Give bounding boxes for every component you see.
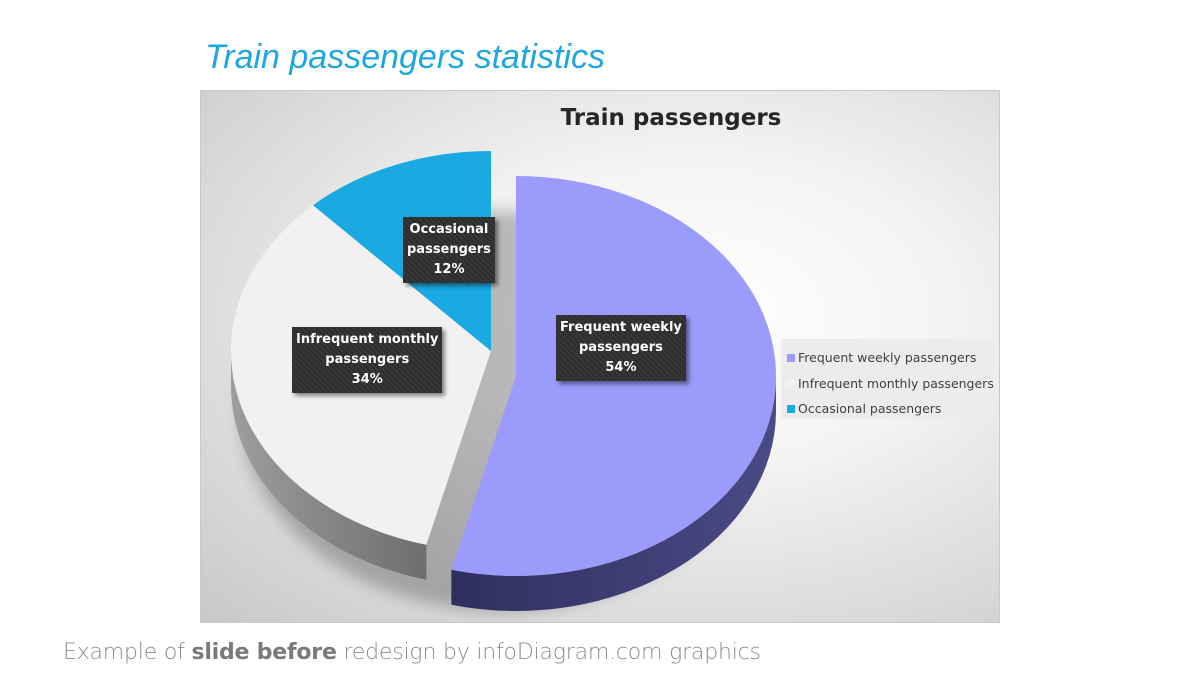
legend-swatch (787, 379, 795, 388)
pie-slice-occasional (313, 151, 491, 351)
legend-item-occasional: Occasional passengers (781, 396, 993, 422)
chart-legend: Frequent weekly passengers Infrequent mo… (781, 339, 994, 422)
legend-item-frequent-weekly: Frequent weekly passengers (781, 345, 993, 371)
data-label-value: 54% (605, 360, 637, 375)
data-label-line: passengers (325, 352, 410, 367)
legend-swatch (787, 404, 795, 413)
data-label-value: 12% (433, 262, 465, 277)
slide-title: Train passengers statistics (205, 38, 605, 76)
data-label-infrequent-monthly: Infrequent monthly passengers 34% (292, 327, 443, 393)
data-label-value: 34% (351, 372, 383, 387)
data-label-line: passengers (578, 340, 663, 355)
data-label-line: Frequent weekly (560, 320, 682, 335)
legend-item-infrequent-monthly: Infrequent monthly passengers (781, 371, 994, 397)
data-label-occasional: Occasional passengers 12% (403, 217, 495, 283)
legend-label: Infrequent monthly passengers (798, 375, 994, 391)
chart-frame: Train passengers Frequent weekly passeng… (200, 90, 1000, 623)
data-label-frequent-weekly: Frequent weekly passengers 54% (556, 315, 686, 381)
pie-side-frequent-weekly (451, 376, 776, 611)
chart-title: Train passengers (560, 105, 782, 131)
footer-caption: Example of slide before redesign by info… (63, 640, 761, 665)
legend-label: Occasional passengers (798, 401, 942, 417)
legend-swatch (787, 353, 795, 362)
data-label-line: Infrequent monthly (296, 332, 439, 347)
legend-label: Frequent weekly passengers (798, 350, 977, 366)
data-label-line: passengers (407, 242, 491, 257)
data-label-line: Occasional (409, 222, 489, 237)
footer-text-1: Example of (63, 640, 192, 665)
footer-text-2: redesign by infoDiagram.com graphics (336, 640, 761, 665)
footer-bold-text: slide before (191, 640, 337, 665)
pie-side-infrequent-monthly (231, 351, 427, 580)
